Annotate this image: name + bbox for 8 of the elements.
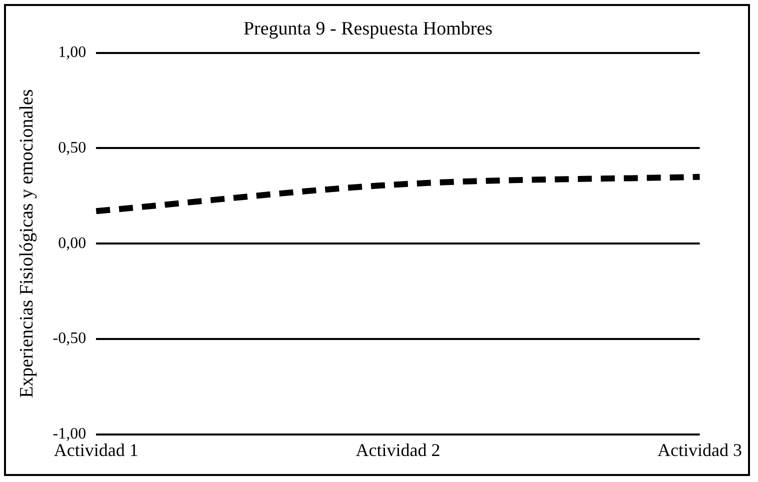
x-tick-label: Actividad 3 xyxy=(658,440,742,460)
y-tick-label: 0,50 xyxy=(58,139,86,156)
y-tick-label: 1,00 xyxy=(58,44,86,62)
chart-title: Pregunta 9 - Respuesta Hombres xyxy=(243,18,493,40)
y-axis-title: Experiencias Fisiológicas y emocionales xyxy=(16,89,38,398)
y-tick-label: 0,00 xyxy=(58,234,86,252)
x-tick-label: Actividad 2 xyxy=(356,440,440,460)
y-tick-label: -0,50 xyxy=(52,330,86,348)
